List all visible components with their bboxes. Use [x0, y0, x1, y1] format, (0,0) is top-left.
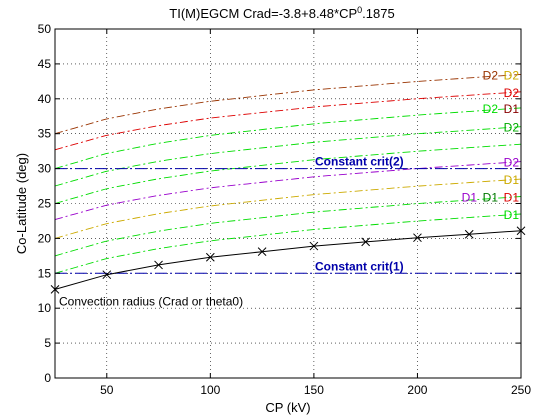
series-label: D1	[483, 191, 499, 205]
series-labels: D1 D1 D1 D1 D1 D2 D2 D1 D2 D2 D2 D2 Constant crit(1)…	[59, 68, 519, 308]
series-label: D2	[504, 68, 520, 82]
crad-point-marker	[205, 252, 215, 262]
series-line	[54, 73, 522, 135]
series-label: D1	[504, 173, 520, 187]
series-label: D1	[504, 208, 520, 222]
crad-point-marker	[309, 241, 319, 251]
series-line	[54, 178, 522, 239]
series-label: D1	[504, 102, 520, 116]
x-tick-label: 250	[511, 383, 531, 397]
axis-ticks: 50 100 150 200 250 0 5 10 15 20 25 30 35 40 45 50	[38, 22, 532, 397]
series-line	[54, 126, 522, 187]
series-line	[54, 91, 522, 151]
y-tick-label: 50	[38, 22, 52, 36]
y-tick-label: 45	[38, 57, 52, 71]
x-tick-label: 150	[304, 383, 324, 397]
plot-series	[50, 73, 526, 294]
crad-point-marker	[413, 233, 422, 243]
series-label: D2	[483, 68, 499, 82]
series-line	[54, 143, 522, 204]
y-tick-label: 15	[38, 266, 52, 280]
x-tick-label: 50	[100, 383, 114, 397]
y-tick-label: 30	[38, 162, 52, 176]
y-axis-title: Co-Latitude (deg)	[14, 153, 29, 254]
series-label: D2	[483, 102, 499, 116]
chart-title-suffix: .1875	[362, 6, 395, 21]
x-axis-title: CP (kV)	[265, 400, 310, 415]
constant-crit-label: Constant crit(2)	[315, 155, 404, 169]
y-tick-label: 20	[38, 231, 52, 245]
series-line	[54, 196, 522, 257]
chart-title-main: TI(M)EGCM Crad=-3.8+8.48*CP	[169, 6, 357, 21]
crad-point-marker	[102, 270, 112, 280]
series-line	[54, 107, 522, 170]
x-tick-label: 100	[200, 383, 220, 397]
series-line	[54, 213, 522, 274]
constant-crit-label: Constant crit(1)	[315, 259, 404, 273]
series-label: D2	[504, 121, 520, 135]
crad-point-marker	[154, 260, 163, 270]
x-tick-label: 200	[407, 383, 427, 397]
chart-title: TI(M)EGCM Crad=-3.8+8.48*CP0.1875	[169, 5, 394, 21]
y-tick-label: 0	[44, 371, 51, 385]
series-label: D1	[462, 191, 478, 205]
crad-line	[54, 230, 522, 290]
y-tick-label: 5	[44, 336, 51, 350]
crad-point-marker	[257, 247, 267, 257]
series-line	[54, 161, 522, 221]
y-tick-label: 10	[38, 301, 52, 315]
crad-point-marker	[464, 229, 474, 239]
y-tick-label: 35	[38, 127, 52, 141]
plot-frame	[54, 28, 522, 379]
chart-title-exponent: 0	[357, 5, 362, 15]
crad-label: Convection radius (Crad or theta0)	[59, 294, 243, 308]
crad-point-marker	[361, 237, 371, 247]
series-label: D2	[504, 86, 520, 100]
series-label: D2	[504, 156, 520, 170]
y-tick-label: 25	[38, 197, 52, 211]
series-label: D1	[504, 191, 520, 205]
y-tick-label: 40	[38, 92, 52, 106]
